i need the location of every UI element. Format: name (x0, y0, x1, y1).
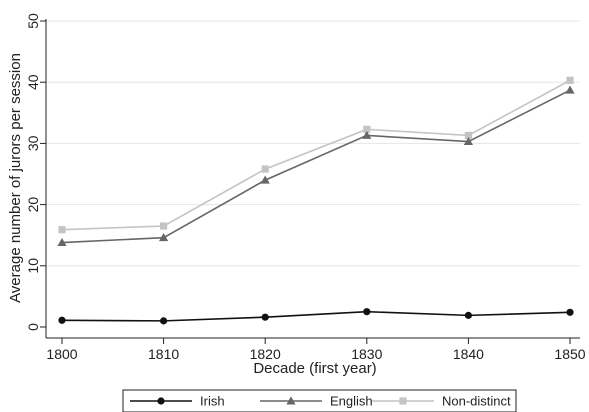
point-irish (464, 311, 472, 319)
point-irish (566, 308, 574, 316)
legend: Irish English Non-distinct (122, 389, 517, 412)
point-non-distinct (363, 125, 371, 133)
series-irish (58, 308, 574, 325)
point-english (565, 85, 575, 94)
line-non-distinct (61, 79, 571, 231)
y-tick-label: 20 (25, 197, 41, 213)
point-irish (261, 313, 269, 321)
point-english (57, 237, 67, 246)
y-tick-label: 40 (25, 74, 41, 90)
x-tick-label: 1830 (351, 346, 382, 362)
point-irish (58, 316, 66, 324)
point-english (260, 175, 270, 184)
point-irish (160, 317, 168, 325)
axes (45, 19, 580, 339)
ticks: 0 10 20 30 40 50 1800 1810 1820 1830 1840 1850 (25, 13, 586, 362)
x-tick-label: 1820 (250, 346, 281, 362)
y-tick-label: 30 (25, 135, 41, 151)
legend-label-english: English (330, 394, 373, 409)
y-tick-label: 50 (25, 13, 41, 29)
y-tick-label: 10 (25, 258, 41, 274)
point-non-distinct (566, 76, 574, 84)
point-english (463, 136, 473, 146)
x-tick-label: 1850 (554, 346, 585, 362)
series (57, 76, 575, 325)
gridlines (46, 20, 580, 267)
series-english (57, 85, 575, 246)
legend-marker-non-distinct (399, 397, 407, 405)
legend-marker-irish (157, 397, 165, 405)
point-non-distinct (160, 222, 168, 230)
legend-marker-english (286, 396, 296, 405)
x-tick-label: 1840 (453, 346, 484, 362)
point-irish (363, 308, 371, 316)
x-axis-title: Decade (first year) (253, 360, 376, 377)
point-english (362, 130, 372, 139)
point-non-distinct (464, 131, 472, 140)
point-non-distinct (261, 165, 269, 173)
line-english (61, 89, 571, 244)
legend-label-non-distinct: Non-distinct (442, 394, 511, 409)
point-english (159, 233, 169, 242)
line-irish (61, 310, 571, 322)
legend-items: Irish English Non-distinct (130, 394, 511, 409)
y-axis-title: Average number of jurors per session (7, 53, 24, 303)
point-non-distinct (58, 226, 66, 234)
series-non-distinct (58, 76, 574, 234)
x-tick-label: 1800 (46, 346, 77, 362)
legend-label-irish: Irish (200, 394, 225, 409)
y-tick-label: 0 (25, 323, 41, 331)
x-tick-label: 1810 (148, 346, 179, 362)
